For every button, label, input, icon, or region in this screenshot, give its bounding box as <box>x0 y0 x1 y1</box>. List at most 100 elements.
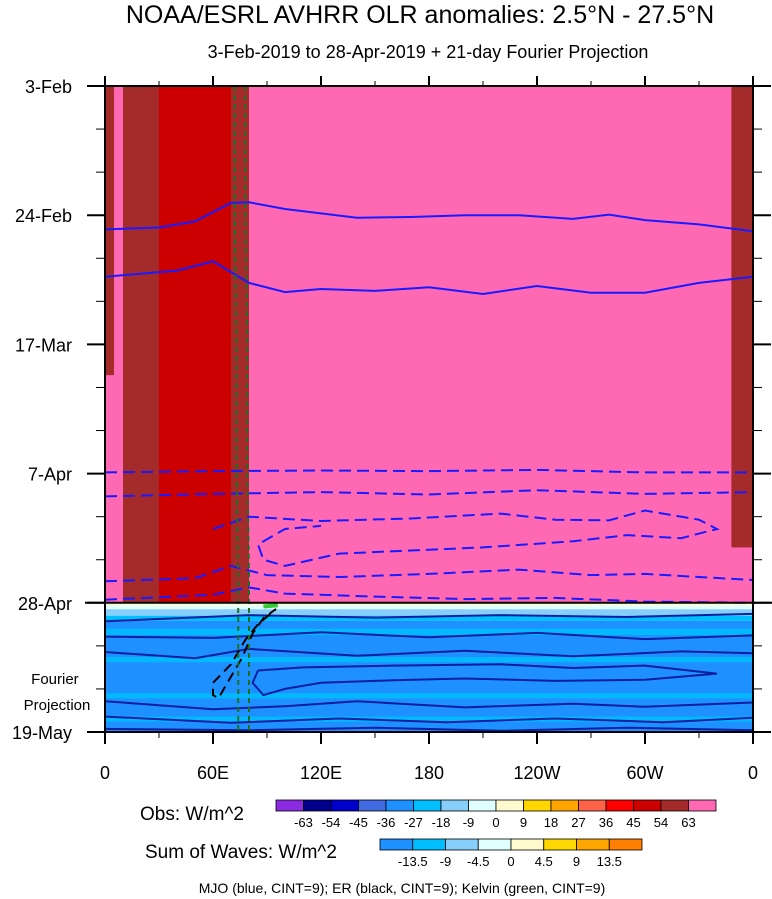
forecast-band <box>105 609 753 616</box>
y-tick-label: 28-Apr <box>18 594 72 614</box>
obs-colorbar-swatch <box>523 799 552 812</box>
x-tick-label: 0 <box>748 763 758 783</box>
waves-colorbar-label: Sum of Waves: W/m^2 <box>145 842 337 863</box>
obs-colorbar-swatch <box>660 799 689 812</box>
mjo-contour <box>105 201 753 233</box>
fourier-label-line-1: Fourier <box>31 671 79 688</box>
obs-colorbar-level: -54 <box>322 815 341 830</box>
x-tick-label: 180 <box>414 763 444 783</box>
field-band <box>731 86 753 548</box>
field-band <box>186 86 231 603</box>
x-tick-label: 60E <box>197 763 229 783</box>
waves-colorbar-level: 4.5 <box>535 854 553 869</box>
waves-colorbar: -13.5 -9 -4.5 0 4.5 9 13.5 <box>379 838 643 869</box>
obs-colorbar-level: 45 <box>626 815 640 830</box>
obs-colorbar-swatch <box>688 799 717 812</box>
obs-colorbar-swatch <box>468 799 497 812</box>
waves-colorbar-level: 9 <box>573 854 580 869</box>
waves-colorbar-swatch <box>379 838 414 851</box>
waves-colorbar-swatch <box>510 838 545 851</box>
waves-colorbar-swatch <box>412 838 446 851</box>
obs-colorbar-level: 63 <box>681 815 695 830</box>
forecast-contour <box>251 663 718 697</box>
mjo-contour <box>212 509 720 567</box>
obs-colorbar-swatch <box>413 799 442 812</box>
y-tick-label: 3-Feb <box>25 77 72 97</box>
obs-colorbar-level: -36 <box>377 815 396 830</box>
obs-colorbar-level: 54 <box>654 815 668 830</box>
forecast-contour <box>105 726 753 732</box>
forecast-contour <box>105 647 753 660</box>
field-band <box>231 86 249 603</box>
obs-colorbar-label: Obs: W/m^2 <box>140 804 244 825</box>
obs-colorbar-level: 27 <box>571 815 585 830</box>
obs-colorbar-swatch <box>385 799 414 812</box>
forecast-contour <box>105 700 753 711</box>
obs-colorbar-level: 9 <box>520 815 527 830</box>
forecast-streak <box>105 693 753 699</box>
y-tick-label: 19-May <box>12 723 72 743</box>
obs-colorbar-level: -18 <box>432 815 451 830</box>
obs-colorbar-level: -27 <box>404 815 423 830</box>
forecast-band <box>105 615 753 621</box>
obs-colorbar-level: -63 <box>294 815 313 830</box>
field-band <box>105 86 114 376</box>
waves-colorbar-swatch <box>543 838 577 851</box>
obs-colorbar-swatch <box>605 799 634 812</box>
footer-note: MJO (blue, CINT=9); ER (black, CINT=9); … <box>199 880 606 896</box>
obs-colorbar-swatch <box>303 799 332 812</box>
kelvin-contour <box>244 86 250 732</box>
obs-colorbar-swatch <box>633 799 662 812</box>
mjo-contour <box>105 468 753 474</box>
wave-contours <box>105 86 753 732</box>
forecast-streak <box>105 628 753 636</box>
obs-colorbar-level: 18 <box>544 815 558 830</box>
obs-colorbar-swatch <box>440 799 469 812</box>
fourier-label-line-2: Projection <box>24 697 91 714</box>
waves-colorbar-swatch <box>477 838 512 851</box>
forecast-band <box>105 605 753 610</box>
obs-colorbar-swatch <box>358 799 387 812</box>
forecast-field <box>105 602 753 732</box>
y-tick-label: 17-Mar <box>15 335 72 355</box>
er-contour <box>212 608 277 700</box>
forecast-contour <box>105 715 753 724</box>
obs-colorbar-swatch <box>330 799 359 812</box>
field-band <box>159 86 186 603</box>
waves-colorbar-level: -9 <box>440 854 452 869</box>
forecast-streak <box>105 716 753 722</box>
x-tick-label: 120E <box>300 763 342 783</box>
waves-colorbar-level: -13.5 <box>398 854 428 869</box>
forecast-contour <box>105 631 753 641</box>
obs-colorbar-level: 0 <box>492 815 499 830</box>
chart-title: NOAA/ESRL AVHRR OLR anomalies: 2.5°N - 2… <box>126 1 714 29</box>
mjo-contour <box>105 489 753 498</box>
obs-colorbar-swatch <box>275 799 304 812</box>
forecast-contour <box>105 612 753 623</box>
chart-subtitle: 3-Feb-2019 to 28-Apr-2019 + 21-day Fouri… <box>208 42 649 62</box>
y-tick-label: 7-Apr <box>28 465 72 485</box>
waves-colorbar-swatch <box>576 838 610 851</box>
obs-colorbar-level: -45 <box>349 815 368 830</box>
obs-colorbar-swatch <box>578 799 607 812</box>
fourier-projection-label: Fourier Projection <box>24 671 91 714</box>
waves-colorbar-level: 13.5 <box>597 854 622 869</box>
mjo-contour <box>105 260 753 296</box>
kelvin-contour <box>263 603 278 609</box>
obs-colorbar-swatch <box>550 799 579 812</box>
forecast-band <box>105 602 753 606</box>
x-tick-label: 0 <box>100 763 110 783</box>
obs-colorbar-swatch <box>495 799 524 812</box>
obs-colorbar: -63 -54 -45 -36 -27 -18 -9 0 9 18 27 36 45 54 63 <box>275 799 717 830</box>
mjo-contour <box>105 564 753 583</box>
field-band <box>123 86 159 603</box>
obs-colorbar-level: 36 <box>599 815 613 830</box>
x-tick-label: 60W <box>626 763 663 783</box>
y-axis: 3-Feb 24-Feb 17-Mar 7-Apr 28-Apr 19-May <box>12 77 771 743</box>
forecast-streak <box>105 657 753 663</box>
y-tick-label: 24-Feb <box>15 206 72 226</box>
waves-colorbar-swatch <box>608 838 643 851</box>
kelvin-contour <box>233 86 240 732</box>
mjo-contour <box>105 586 753 604</box>
